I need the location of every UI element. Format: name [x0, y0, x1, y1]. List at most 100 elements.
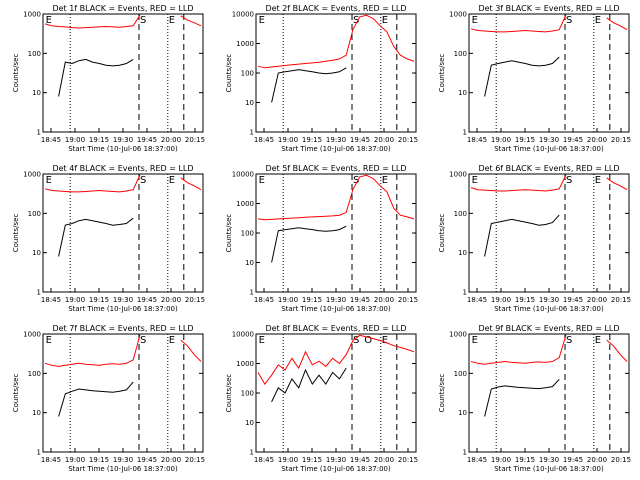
- x-tick-label: 19:45: [563, 296, 583, 304]
- x-tick-label: 19:30: [113, 296, 133, 304]
- x-tick-label: 19:15: [89, 136, 109, 144]
- x-axis-label: Start Time (10-Jul-06 18:37:00): [494, 145, 604, 153]
- x-tick-label: 19:30: [539, 296, 559, 304]
- x-axis-label: Start Time (10-Jul-06 18:37:00): [281, 465, 391, 473]
- x-tick-label: 19:30: [326, 456, 346, 464]
- x-tick-label: 19:30: [539, 456, 559, 464]
- marker-label: S: [566, 335, 572, 346]
- chart-title: Det 9f BLACK = Events, RED = LLD: [478, 324, 619, 333]
- marker-label: E: [382, 335, 388, 346]
- y-tick-label: 1000: [449, 331, 467, 339]
- y-tick-label: 10: [32, 409, 41, 417]
- chart-title: Det 8f BLACK = Events, RED = LLD: [265, 324, 406, 333]
- x-tick-label: 18:45: [467, 296, 487, 304]
- y-tick-label: 10000: [232, 331, 254, 339]
- series-line-events: [58, 58, 134, 97]
- y-axis-label: Counts/sec: [225, 374, 233, 413]
- x-axis-label: Start Time (10-Jul-06 18:37:00): [68, 465, 178, 473]
- x-tick-label: 19:30: [539, 136, 559, 144]
- series-line-lld: [44, 14, 202, 29]
- x-tick-label: 20:15: [398, 136, 418, 144]
- y-tick-label: 1: [250, 449, 254, 457]
- x-tick-label: 19:00: [278, 456, 298, 464]
- x-tick-label: 19:30: [326, 296, 346, 304]
- y-axis-label: Counts/sec: [225, 214, 233, 253]
- y-tick-label: 1: [463, 449, 467, 457]
- chart-panel-3: Det 3f BLACK = Events, RED = LLD 1 10 100 10…: [438, 4, 631, 153]
- x-tick-label: 20:00: [374, 456, 394, 464]
- chart-title: Det 6f BLACK = Events, RED = LLD: [478, 164, 619, 173]
- y-tick-label: 10: [245, 419, 254, 427]
- series-line-events: [271, 67, 347, 103]
- y-tick-label: 1000: [449, 171, 467, 179]
- series-line-lld: [470, 14, 628, 33]
- series-line-lld: [470, 334, 628, 365]
- marker-label: E: [169, 175, 175, 186]
- series-line-events: [271, 225, 347, 263]
- y-tick-label: 1: [250, 129, 254, 137]
- x-tick-label: 18:45: [254, 456, 274, 464]
- x-tick-label: 19:00: [278, 296, 298, 304]
- y-axis-label: Counts/sec: [438, 54, 446, 93]
- y-tick-label: 10: [32, 89, 41, 97]
- chart-title: Det 3f BLACK = Events, RED = LLD: [478, 4, 619, 13]
- y-tick-label: 10: [458, 409, 467, 417]
- x-tick-label: 20:00: [587, 456, 607, 464]
- chart-panel-2: Det 2f BLACK = Events, RED = LLD 1 10 100 10…: [225, 4, 418, 153]
- marker-label: E: [46, 175, 52, 186]
- marker-label: S: [353, 175, 359, 186]
- series-line-events: [484, 214, 560, 257]
- marker-label: E: [382, 175, 388, 186]
- series-line-lld: [44, 174, 202, 193]
- x-tick-label: 18:45: [41, 456, 61, 464]
- y-axis-label: Counts/sec: [12, 54, 20, 93]
- x-tick-label: 19:15: [89, 296, 109, 304]
- marker-label: S: [140, 175, 146, 186]
- marker-label: E: [595, 15, 601, 26]
- chart-panel-6: Det 6f BLACK = Events, RED = LLD 1 10 100 10…: [438, 164, 631, 313]
- marker-label: E: [46, 335, 52, 346]
- y-tick-label: 1000: [236, 40, 254, 48]
- marker-label: E: [46, 15, 52, 26]
- chart-panel-9: Det 9f BLACK = Events, RED = LLD 1 10 100 10…: [438, 324, 631, 473]
- x-tick-label: 18:45: [254, 296, 274, 304]
- y-tick-label: 100: [454, 50, 467, 58]
- y-tick-label: 10: [245, 99, 254, 107]
- y-tick-label: 1000: [236, 360, 254, 368]
- marker-label: E: [382, 15, 388, 26]
- y-tick-label: 10: [245, 259, 254, 267]
- marker-label: O: [364, 335, 372, 346]
- x-tick-label: 19:00: [491, 456, 511, 464]
- y-tick-label: 100: [241, 390, 254, 398]
- chart-panel-8: Det 8f BLACK = Events, RED = LLD 1 10 100 10…: [225, 324, 418, 473]
- x-tick-label: 20:15: [611, 296, 631, 304]
- y-tick-label: 1000: [449, 11, 467, 19]
- y-tick-label: 100: [241, 70, 254, 78]
- x-tick-label: 19:30: [113, 456, 133, 464]
- plot-frame: [255, 173, 417, 293]
- plot-frame: [468, 333, 630, 453]
- x-tick-label: 19:15: [515, 136, 535, 144]
- plot-frame: [42, 13, 204, 133]
- marker-label: E: [259, 15, 265, 26]
- chart-title: Det 1f BLACK = Events, RED = LLD: [52, 4, 193, 13]
- x-tick-label: 18:45: [467, 136, 487, 144]
- x-tick-label: 19:45: [563, 136, 583, 144]
- series-line-lld: [257, 334, 415, 385]
- y-tick-label: 10: [32, 249, 41, 257]
- marker-label: E: [595, 335, 601, 346]
- x-tick-label: 19:00: [65, 296, 85, 304]
- y-tick-label: 1: [37, 289, 41, 297]
- marker-label: S: [566, 175, 572, 186]
- x-tick-label: 20:00: [587, 136, 607, 144]
- x-tick-label: 20:15: [611, 456, 631, 464]
- chart-title: Det 4f BLACK = Events, RED = LLD: [52, 164, 193, 173]
- x-axis-label: Start Time (10-Jul-06 18:37:00): [494, 465, 604, 473]
- y-tick-label: 1000: [23, 171, 41, 179]
- chart-panel-4: Det 4f BLACK = Events, RED = LLD 1 10 100 10…: [12, 164, 205, 313]
- x-tick-label: 19:30: [326, 136, 346, 144]
- x-tick-label: 19:45: [563, 456, 583, 464]
- marker-label: E: [259, 175, 265, 186]
- y-axis-label: Counts/sec: [12, 214, 20, 253]
